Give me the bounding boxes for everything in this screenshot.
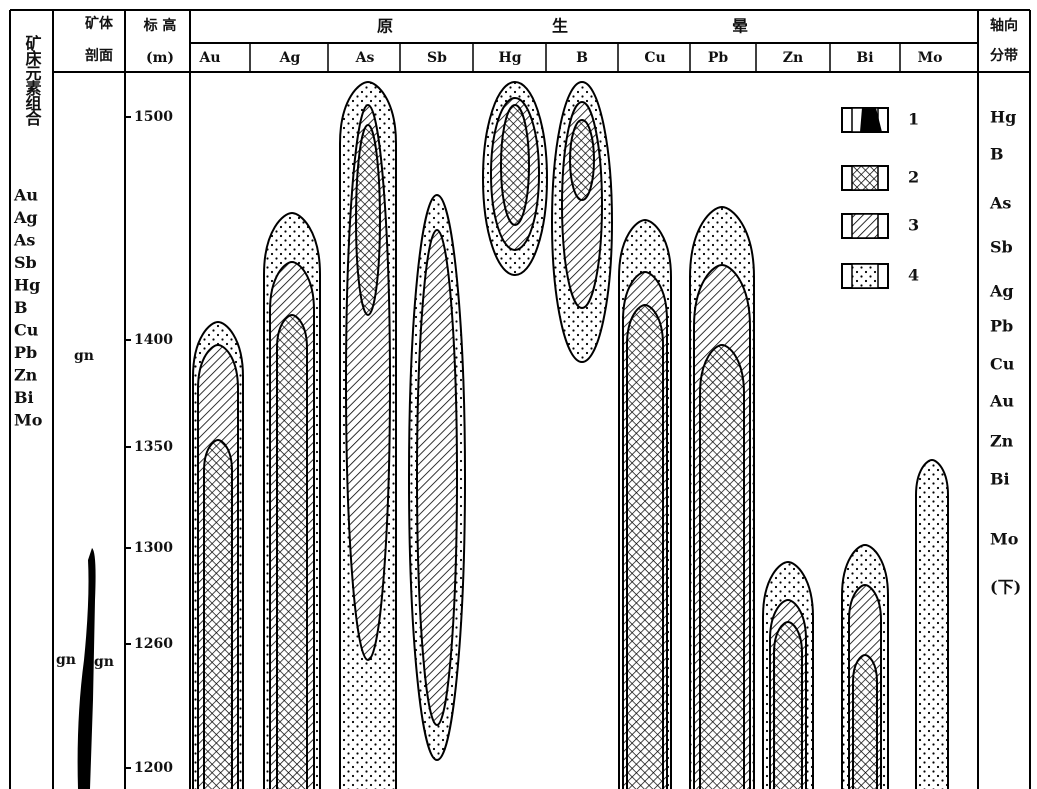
left-element: Pb <box>14 343 37 362</box>
profile-label: gn <box>74 348 94 364</box>
right-element: Au <box>989 392 1014 411</box>
left-element: Ag <box>13 208 38 227</box>
main-title-char: 生 <box>552 17 568 36</box>
halo <box>355 124 381 316</box>
main-element: As <box>355 50 375 66</box>
elevation-label: 1200 <box>134 760 173 776</box>
right-element: Ag <box>989 282 1014 301</box>
left-element: Hg <box>14 276 40 295</box>
legend-swatch <box>851 213 879 239</box>
legend-item: 3 <box>841 213 919 239</box>
halo <box>915 458 949 789</box>
legend-solid <box>860 108 882 132</box>
main-element: Zn <box>783 50 803 66</box>
halo <box>852 653 878 789</box>
elevation-label: 1400 <box>134 332 173 348</box>
right-element: Bi <box>990 470 1010 489</box>
left-element: Zn <box>14 366 38 385</box>
elevation-label: 1300 <box>134 540 173 556</box>
right-element: Mo <box>990 530 1019 549</box>
right-element: Cu <box>990 355 1015 374</box>
legend-label: 2 <box>908 168 919 187</box>
halo <box>569 119 595 201</box>
elevation-label: 1260 <box>134 636 173 652</box>
halo <box>699 343 745 789</box>
right-title: 分带 <box>990 48 1018 64</box>
main-element: Ag <box>279 50 301 66</box>
main-element: Mo <box>918 50 943 66</box>
elevation-title: (m) <box>146 50 174 66</box>
main-element: Cu <box>644 50 665 66</box>
profile-title: 剖面 <box>85 47 113 64</box>
right-element: Zn <box>990 432 1014 451</box>
main-element: Au <box>198 50 220 66</box>
main-element: Sb <box>427 50 447 66</box>
ore-body <box>77 548 96 789</box>
legend-label: 3 <box>908 216 919 235</box>
halo <box>773 620 803 789</box>
legend-item: 4 <box>841 263 919 289</box>
right-element: Sb <box>990 238 1013 257</box>
left-element: Sb <box>14 253 37 272</box>
legend-label: 4 <box>908 266 919 285</box>
legend-swatch <box>851 165 879 191</box>
elevation-label: 1500 <box>134 109 173 125</box>
right-element: As <box>989 194 1011 213</box>
right-element: (下) <box>990 578 1021 597</box>
right-element: Hg <box>990 108 1016 127</box>
halo <box>203 438 233 789</box>
left-element: Cu <box>14 321 39 340</box>
main-title-char: 原 <box>377 17 393 36</box>
main-element: Bi <box>856 50 873 66</box>
elevation-title: 标 高 <box>143 17 177 34</box>
halo <box>500 104 530 226</box>
left-element: B <box>14 298 28 317</box>
legend-swatch <box>851 263 879 289</box>
frame <box>9 9 1031 789</box>
right-element: Pb <box>990 317 1013 336</box>
main-element: Pb <box>708 50 729 66</box>
profile-label: gn <box>94 654 114 670</box>
main-element: B <box>576 50 588 66</box>
left-element: As <box>13 231 35 250</box>
left-element: Au <box>13 186 38 205</box>
legend-label: 1 <box>908 110 919 129</box>
halos <box>192 80 949 789</box>
profile-title: 矿体 <box>85 15 114 32</box>
left-element: Bi <box>14 388 34 407</box>
halo <box>626 303 664 789</box>
right-element: B <box>990 145 1004 164</box>
halo <box>416 229 458 726</box>
right-title: 轴向 <box>990 17 1018 34</box>
profile-label: gn <box>56 652 76 668</box>
main-title-char: 晕 <box>732 17 748 36</box>
left-element: Mo <box>14 411 43 430</box>
elevation-label: 1350 <box>134 439 173 455</box>
halo <box>276 313 308 789</box>
legend-item: 2 <box>841 165 919 191</box>
main-element: Hg <box>498 50 521 66</box>
legend-item: 1 <box>841 107 919 133</box>
left-title: 矿床元素组合 <box>23 34 42 127</box>
